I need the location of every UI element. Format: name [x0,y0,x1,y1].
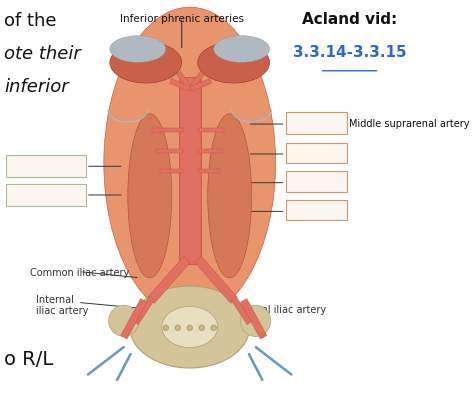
FancyBboxPatch shape [180,79,201,265]
Circle shape [199,325,204,331]
FancyBboxPatch shape [285,112,347,135]
FancyBboxPatch shape [6,155,86,178]
FancyBboxPatch shape [285,172,347,192]
Ellipse shape [198,43,270,84]
Ellipse shape [130,286,250,368]
Text: Acland vid:: Acland vid: [302,12,397,27]
Text: of the: of the [4,12,56,30]
FancyBboxPatch shape [6,184,86,207]
FancyArrow shape [152,129,183,133]
Text: Middle suprarenal artery: Middle suprarenal artery [349,119,470,129]
FancyBboxPatch shape [183,202,198,209]
Text: Inferior phrenic arteries: Inferior phrenic arteries [120,14,244,24]
FancyArrow shape [198,129,224,133]
Circle shape [211,325,217,331]
FancyArrow shape [195,257,237,303]
Ellipse shape [128,115,172,278]
FancyArrow shape [198,149,222,153]
Text: o R/L: o R/L [4,349,53,368]
Circle shape [175,325,181,331]
FancyArrow shape [198,170,219,174]
Text: 3.3.14-3.3.15: 3.3.14-3.3.15 [292,45,406,60]
FancyArrow shape [240,299,267,339]
Text: Internal
iliac artery: Internal iliac artery [36,294,88,315]
FancyBboxPatch shape [285,143,347,164]
Ellipse shape [110,43,182,84]
Text: External iliac artery: External iliac artery [230,304,326,314]
Ellipse shape [104,8,275,319]
FancyArrow shape [231,297,252,325]
Text: Common iliac artery: Common iliac artery [30,267,129,277]
FancyArrow shape [177,72,192,92]
FancyArrow shape [156,149,183,153]
FancyArrow shape [170,79,191,92]
FancyBboxPatch shape [183,116,198,124]
Circle shape [240,306,271,337]
Ellipse shape [162,307,218,348]
FancyArrow shape [148,257,190,303]
FancyBboxPatch shape [285,200,347,221]
FancyBboxPatch shape [183,145,198,152]
FancyArrow shape [133,297,154,325]
Circle shape [187,325,192,331]
Circle shape [163,325,169,331]
Circle shape [109,306,139,337]
Ellipse shape [208,115,252,278]
Text: ote their: ote their [4,45,81,63]
FancyArrow shape [189,72,204,92]
FancyArrow shape [121,299,147,339]
FancyArrow shape [190,79,211,92]
Text: inferior: inferior [4,78,69,96]
Ellipse shape [214,36,270,63]
Ellipse shape [110,36,166,63]
FancyArrow shape [160,170,183,174]
FancyBboxPatch shape [183,231,198,238]
FancyBboxPatch shape [183,173,198,181]
